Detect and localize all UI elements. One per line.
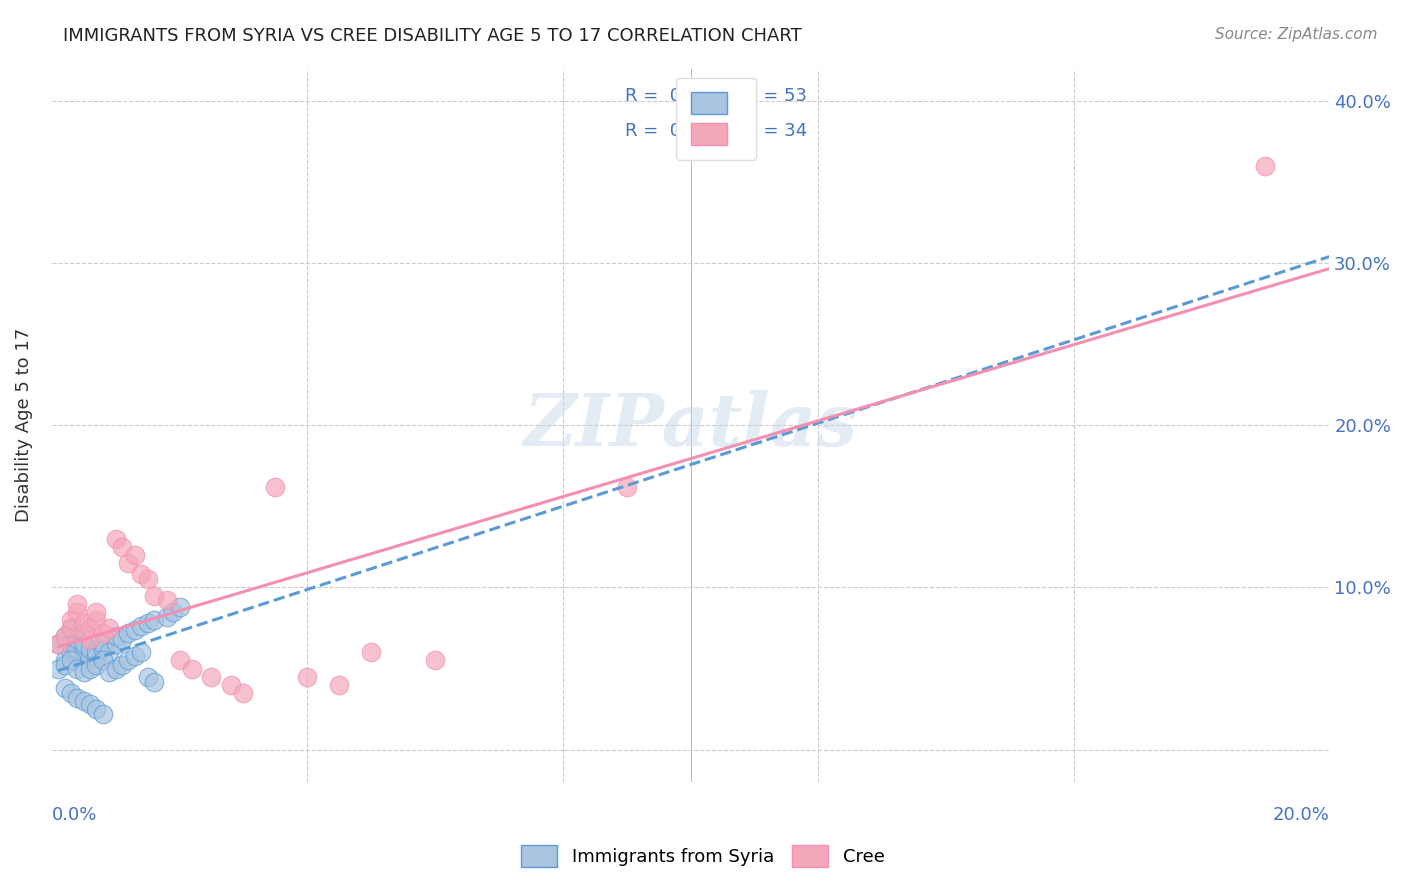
- Text: 0.0%: 0.0%: [52, 806, 97, 824]
- Point: [111, 632, 134, 647]
- Legend: , : ,: [676, 78, 756, 160]
- Point: [98, 645, 121, 659]
- Point: [124, 623, 146, 637]
- Point: [91, 642, 114, 657]
- Point: [91, 653, 114, 667]
- Point: [104, 629, 127, 643]
- Point: [79, 632, 101, 647]
- Point: [66, 642, 89, 657]
- Point: [423, 653, 446, 667]
- Point: [86, 613, 108, 627]
- Point: [79, 661, 101, 675]
- Point: [66, 597, 89, 611]
- Point: [66, 661, 89, 675]
- Point: [86, 605, 108, 619]
- Point: [66, 605, 89, 619]
- Point: [66, 690, 89, 705]
- Point: [232, 686, 254, 700]
- Text: IMMIGRANTS FROM SYRIA VS CREE DISABILITY AGE 5 TO 17 CORRELATION CHART: IMMIGRANTS FROM SYRIA VS CREE DISABILITY…: [63, 27, 801, 45]
- Point: [73, 645, 96, 659]
- Point: [66, 648, 89, 663]
- Point: [46, 661, 69, 675]
- Point: [111, 658, 134, 673]
- Point: [79, 697, 101, 711]
- Point: [53, 658, 76, 673]
- Point: [59, 653, 82, 667]
- Point: [59, 621, 82, 635]
- Point: [53, 629, 76, 643]
- Point: [73, 694, 96, 708]
- Point: [66, 632, 89, 647]
- Point: [328, 678, 350, 692]
- Point: [129, 619, 152, 633]
- Point: [129, 645, 152, 659]
- Text: R =  0.443    N = 34: R = 0.443 N = 34: [624, 122, 807, 140]
- Point: [111, 540, 134, 554]
- Point: [59, 645, 82, 659]
- Point: [156, 609, 179, 624]
- Point: [53, 681, 76, 695]
- Point: [104, 637, 127, 651]
- Point: [73, 625, 96, 640]
- Point: [136, 670, 159, 684]
- Point: [73, 637, 96, 651]
- Point: [73, 616, 96, 631]
- Point: [86, 645, 108, 659]
- Legend: Immigrants from Syria, Cree: Immigrants from Syria, Cree: [515, 838, 891, 874]
- Point: [53, 653, 76, 667]
- Point: [59, 686, 82, 700]
- Point: [79, 642, 101, 657]
- Point: [129, 567, 152, 582]
- Point: [46, 637, 69, 651]
- Text: R =  0.128    N = 53: R = 0.128 N = 53: [626, 87, 807, 104]
- Point: [79, 621, 101, 635]
- Point: [297, 670, 319, 684]
- Point: [136, 572, 159, 586]
- Text: 20.0%: 20.0%: [1272, 806, 1329, 824]
- Point: [360, 645, 382, 659]
- Point: [59, 613, 82, 627]
- Point: [616, 480, 638, 494]
- Point: [124, 648, 146, 663]
- Point: [73, 665, 96, 679]
- Point: [181, 661, 204, 675]
- Point: [91, 637, 114, 651]
- Point: [86, 702, 108, 716]
- Point: [91, 625, 114, 640]
- Point: [86, 658, 108, 673]
- Point: [91, 706, 114, 721]
- Point: [98, 621, 121, 635]
- Point: [59, 621, 82, 635]
- Point: [46, 637, 69, 651]
- Point: [200, 670, 222, 684]
- Text: ZIPatlas: ZIPatlas: [523, 390, 858, 461]
- Point: [142, 674, 165, 689]
- Point: [162, 605, 184, 619]
- Point: [169, 653, 191, 667]
- Point: [53, 629, 76, 643]
- Point: [117, 625, 139, 640]
- Point: [104, 661, 127, 675]
- Point: [86, 650, 108, 665]
- Point: [104, 532, 127, 546]
- Point: [59, 637, 82, 651]
- Point: [264, 480, 287, 494]
- Point: [219, 678, 242, 692]
- Point: [73, 653, 96, 667]
- Y-axis label: Disability Age 5 to 17: Disability Age 5 to 17: [15, 328, 32, 523]
- Point: [117, 653, 139, 667]
- Point: [156, 593, 179, 607]
- Point: [79, 648, 101, 663]
- Point: [124, 548, 146, 562]
- Point: [117, 556, 139, 570]
- Point: [169, 599, 191, 614]
- Text: Source: ZipAtlas.com: Source: ZipAtlas.com: [1215, 27, 1378, 42]
- Point: [142, 589, 165, 603]
- Point: [142, 613, 165, 627]
- Point: [98, 665, 121, 679]
- Point: [1254, 159, 1277, 173]
- Point: [136, 616, 159, 631]
